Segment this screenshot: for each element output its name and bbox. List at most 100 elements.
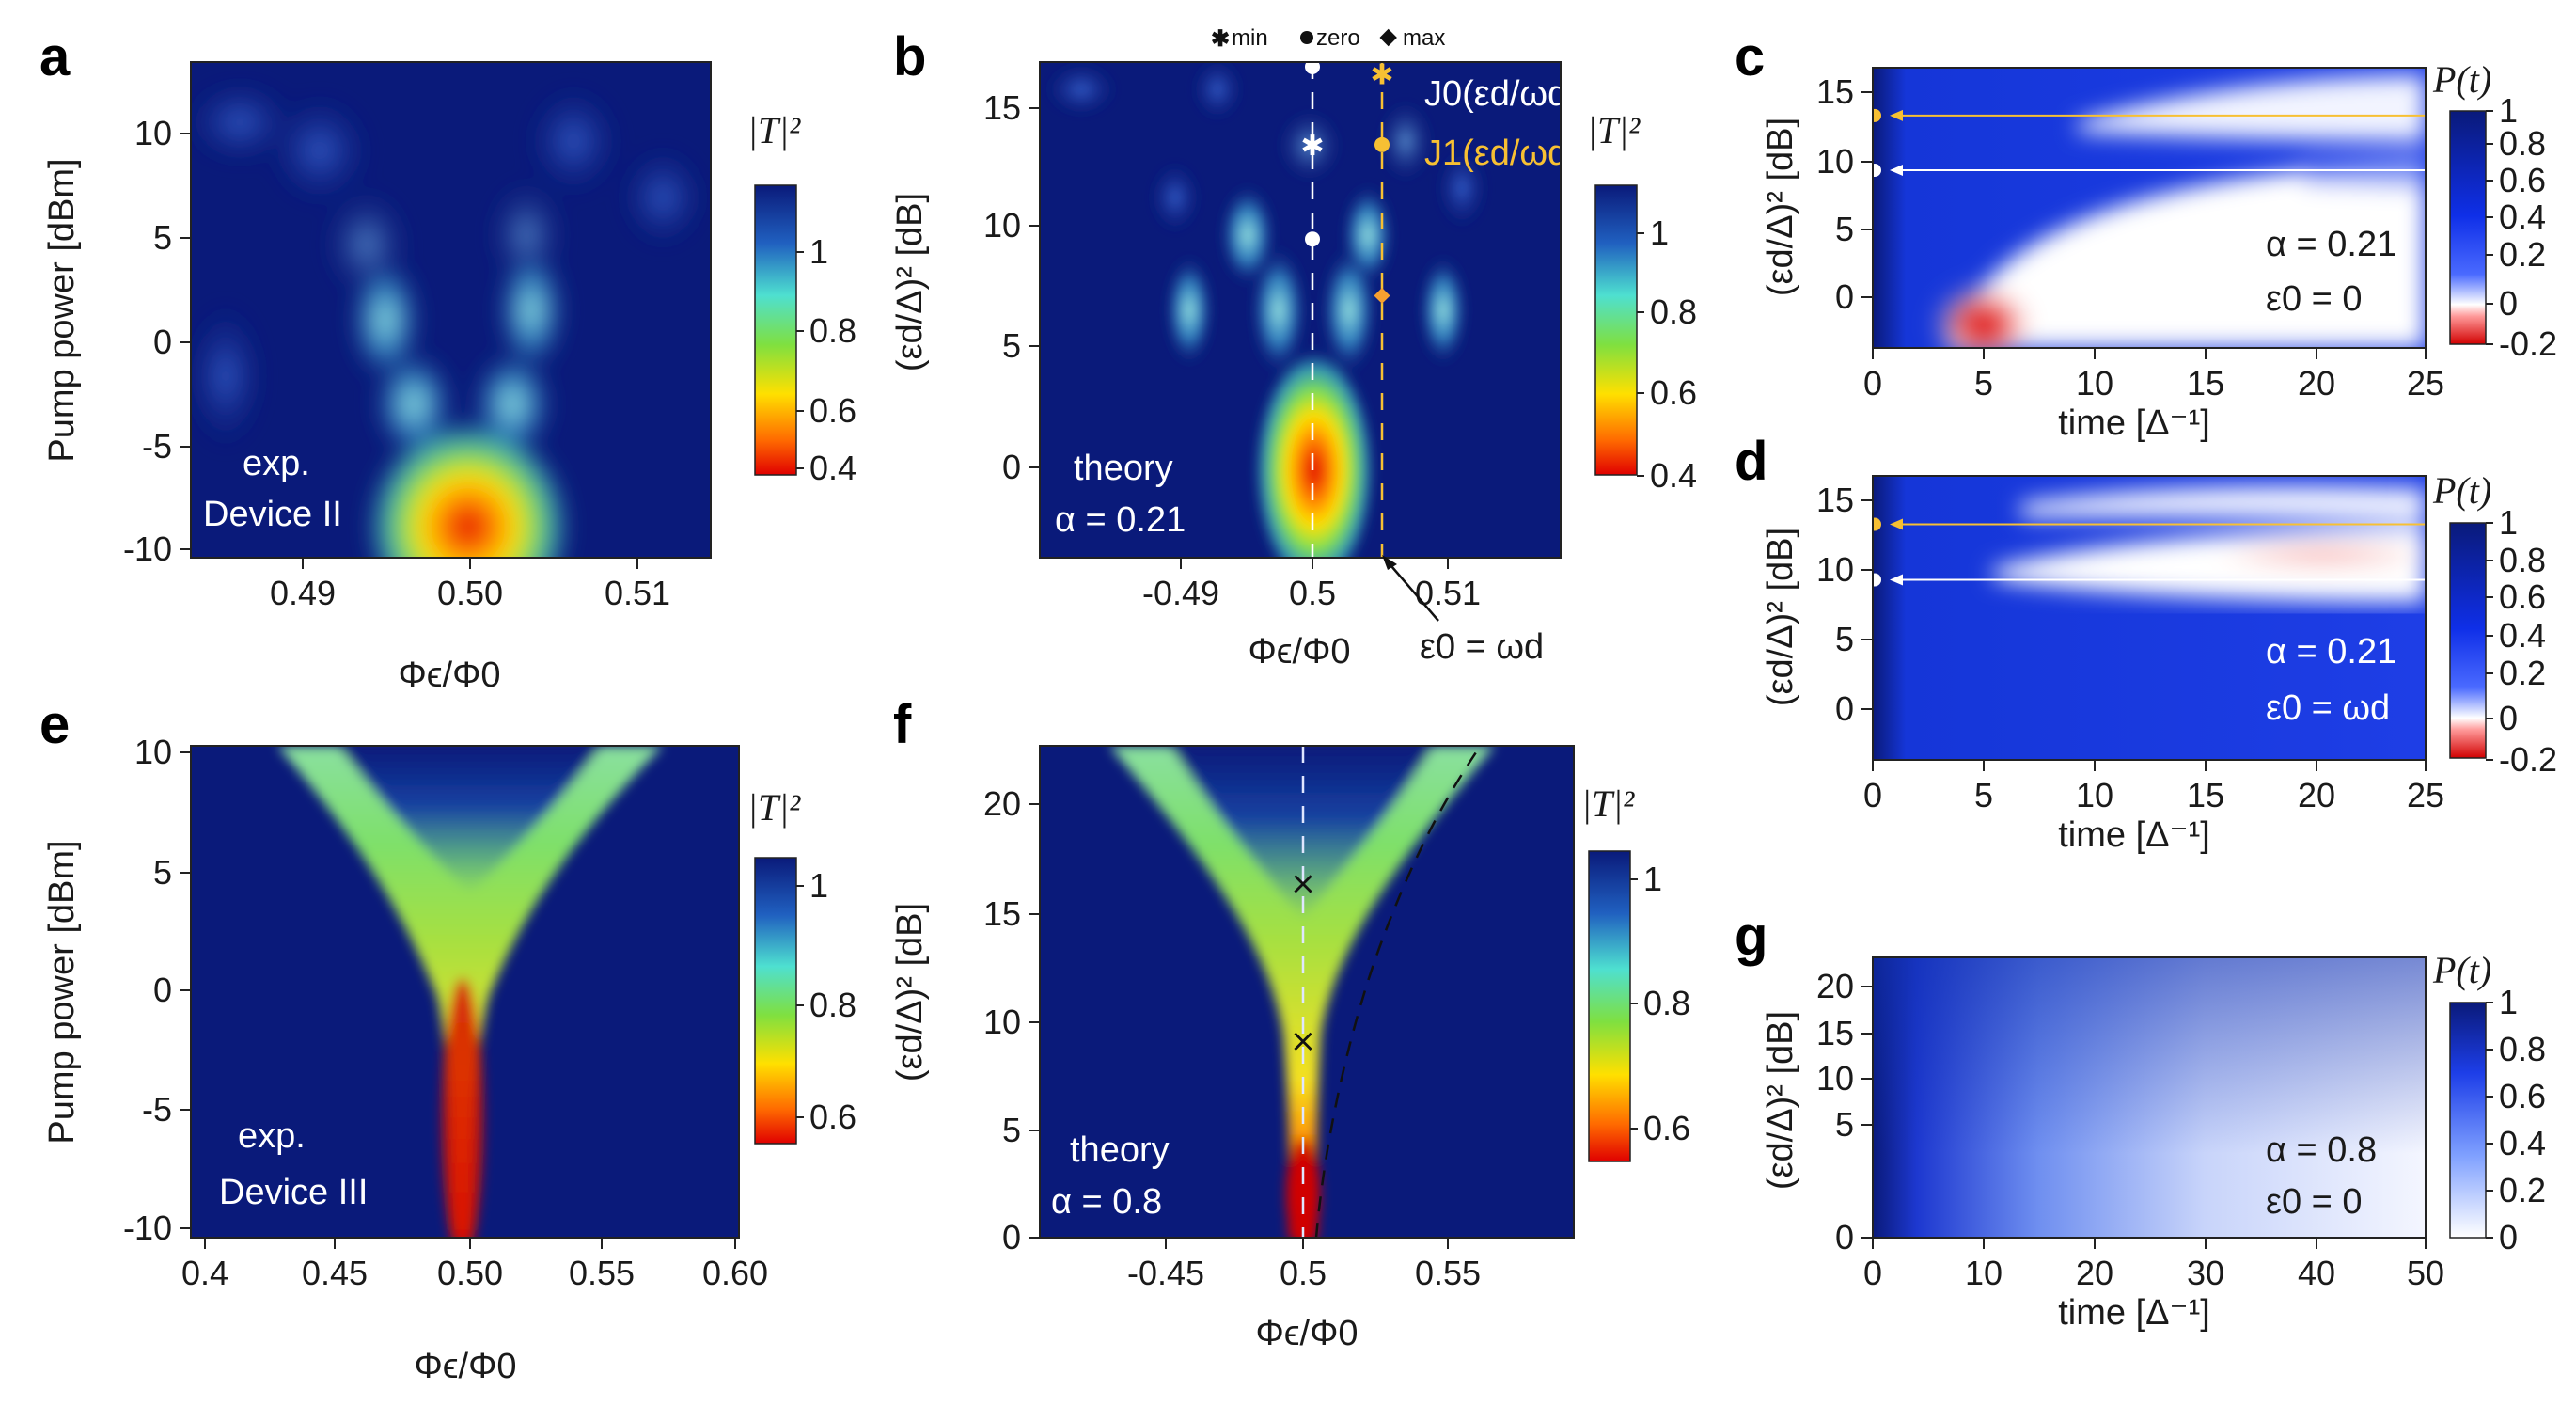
axes-frame: [1039, 745, 1575, 1239]
panel-label-b: b: [893, 26, 926, 87]
colorbar: [2449, 110, 2487, 345]
x-tick-label: 10: [2076, 364, 2113, 403]
x-tick-label: 0.49: [270, 574, 336, 612]
annotation-exp: exp.: [238, 1116, 306, 1156]
arrow-head: [1890, 518, 1903, 530]
annotation-device: Device III: [219, 1173, 368, 1212]
x-tick-label: 0: [1863, 364, 1882, 403]
x-tick-label: 30: [2187, 1254, 2224, 1292]
resonance-arrow-head: [1382, 555, 1397, 570]
colorbar-tick-label: -0.2: [2499, 740, 2557, 779]
colorbar-tick-label: 1: [2499, 503, 2518, 542]
y-tick-label: 10: [1816, 142, 1854, 181]
colorbar: [754, 184, 797, 476]
panel-b: b ✱ min zero max: [890, 25, 1697, 671]
annotation-device: Device II: [203, 495, 342, 534]
colorbar-tick-label: 0.8: [1643, 984, 1690, 1022]
y-axis-label: Pump power [dBm]: [42, 840, 82, 1144]
colorbar-tick-label: 0.6: [2499, 161, 2546, 199]
arrow-origin-dot: [1873, 164, 1881, 178]
x-axis-label: Φϵ/Φ0: [1248, 632, 1350, 671]
axis-ticks: 0.49 0.50 0.51 10 5 0 -5 -10: [123, 114, 670, 612]
y-tick-label: 5: [1002, 326, 1021, 365]
x-axis-label: time [Δ⁻¹]: [2058, 815, 2210, 855]
marker-min: ✱: [1370, 59, 1393, 92]
colorbar-ticks: 1 0.8 0.6 0.4: [1637, 213, 1697, 495]
x-axis-label: time [Δ⁻¹]: [2058, 403, 2210, 443]
y-axis-label: (εd/Δ)² [dB]: [890, 193, 930, 371]
y-tick-label: 10: [134, 733, 172, 771]
axes-frame: [1039, 61, 1562, 559]
colorbar-title: P(t): [2432, 58, 2491, 101]
x-tick-label: 0.51: [605, 574, 670, 612]
arrow-origin-dot: [1873, 573, 1881, 587]
cross-marker: ×: [1290, 864, 1317, 902]
colorbar-tick-label: 0.8: [809, 986, 856, 1024]
x-tick-label: -0.45: [1127, 1254, 1204, 1292]
x-tick-label: 0.55: [569, 1254, 635, 1292]
colorbar-ticks: 1 0.8 0.6 0.4: [796, 232, 856, 487]
y-tick-label: 10: [1816, 1059, 1854, 1098]
annotation-theory: theory: [1074, 449, 1173, 488]
heatmap-e: exp. Device III: [191, 746, 739, 1238]
x-axis-label: Φϵ/Φ0: [398, 656, 500, 695]
y-axis-label: (εd/Δ)² [dB]: [1761, 118, 1800, 296]
y-tick-label: 5: [1835, 1105, 1854, 1144]
axis-ticks: 0 5 10 15 20 25 15 10 5 0: [1816, 72, 2444, 403]
colorbar-title: |T|²: [747, 786, 801, 829]
axes-frame: [1872, 67, 2427, 349]
y-tick-label: 15: [983, 88, 1021, 127]
y-tick-label: 20: [983, 784, 1021, 823]
colorbar-tick-label: 1: [1643, 860, 1662, 898]
y-tick-label: 15: [1816, 481, 1854, 519]
y-tick-label: 0: [1002, 1218, 1021, 1256]
colorbar-tick-label: 0.6: [1643, 1109, 1690, 1147]
resonance-arrow: [1385, 559, 1439, 622]
x-tick-label: 0.60: [702, 1254, 768, 1292]
colorbar-tick-label: 0.4: [2499, 197, 2546, 236]
axes-frame: [1872, 475, 2427, 761]
x-tick-label: 25: [2407, 364, 2444, 403]
x-tick-label: 0.5: [1289, 574, 1336, 612]
y-tick-label: 10: [983, 206, 1021, 245]
x-tick-label: -0.49: [1142, 574, 1219, 612]
colorbar: [1588, 850, 1631, 1162]
colorbar-tick-label: 0.8: [1650, 292, 1697, 331]
y-tick-label: 5: [1835, 620, 1854, 658]
colorbar-title: |T|²: [1581, 782, 1635, 825]
legend-max-symbol: [1379, 28, 1397, 47]
colorbar-tick-label: 0: [2499, 284, 2518, 323]
colorbar-ticks: 1 0.8 0.6: [1630, 860, 1690, 1147]
legend-zero: zero: [1316, 25, 1360, 51]
y-tick-label: 15: [1816, 1014, 1854, 1052]
colorbar: [2449, 522, 2487, 759]
colorbar-tick-label: 0.4: [2499, 616, 2546, 655]
colorbar-tick-label: -0.2: [2499, 324, 2557, 363]
colorbar-ticks: 10.80.60.40.2 0-0.2: [2486, 503, 2557, 779]
colorbar-title: |T|²: [1587, 109, 1641, 151]
x-tick-label: 25: [2407, 776, 2444, 814]
y-tick-label: 10: [983, 1003, 1021, 1041]
colorbar-tick-label: 0.8: [2499, 124, 2546, 163]
y-tick-label: 5: [153, 853, 172, 892]
legend-min: min: [1232, 25, 1268, 51]
colorbar-tick-label: 0.8: [2499, 1030, 2546, 1068]
colorbar-tick-label: 0.8: [809, 311, 856, 350]
x-tick-label: 0.50: [437, 574, 503, 612]
x-tick-label: 20: [2298, 364, 2335, 403]
bessel-arrows: [1873, 108, 2426, 178]
legend-min-symbol: ✱: [1211, 26, 1230, 52]
heatmap-f: ×× theory α = 0.8: [1040, 746, 1574, 1238]
colorbar-tick-label: 0.2: [2499, 235, 2546, 274]
colorbar-tick-label: 0.6: [809, 1098, 856, 1136]
panel-label-a: a: [39, 26, 71, 87]
axis-ticks: 0.4 0.45 0.50 0.55 0.60 10 5 0 -5 -10: [123, 733, 768, 1292]
colorbar: [1594, 184, 1638, 476]
panel-e: e exp. Device III 0.4 0.45 0.50 0.55 0.60105…: [39, 694, 856, 1386]
arrow-origin-dot: [1873, 517, 1881, 531]
panel-label-d: d: [1735, 431, 1767, 492]
annotation-resonance: ε0 = ωd: [1420, 627, 1544, 667]
